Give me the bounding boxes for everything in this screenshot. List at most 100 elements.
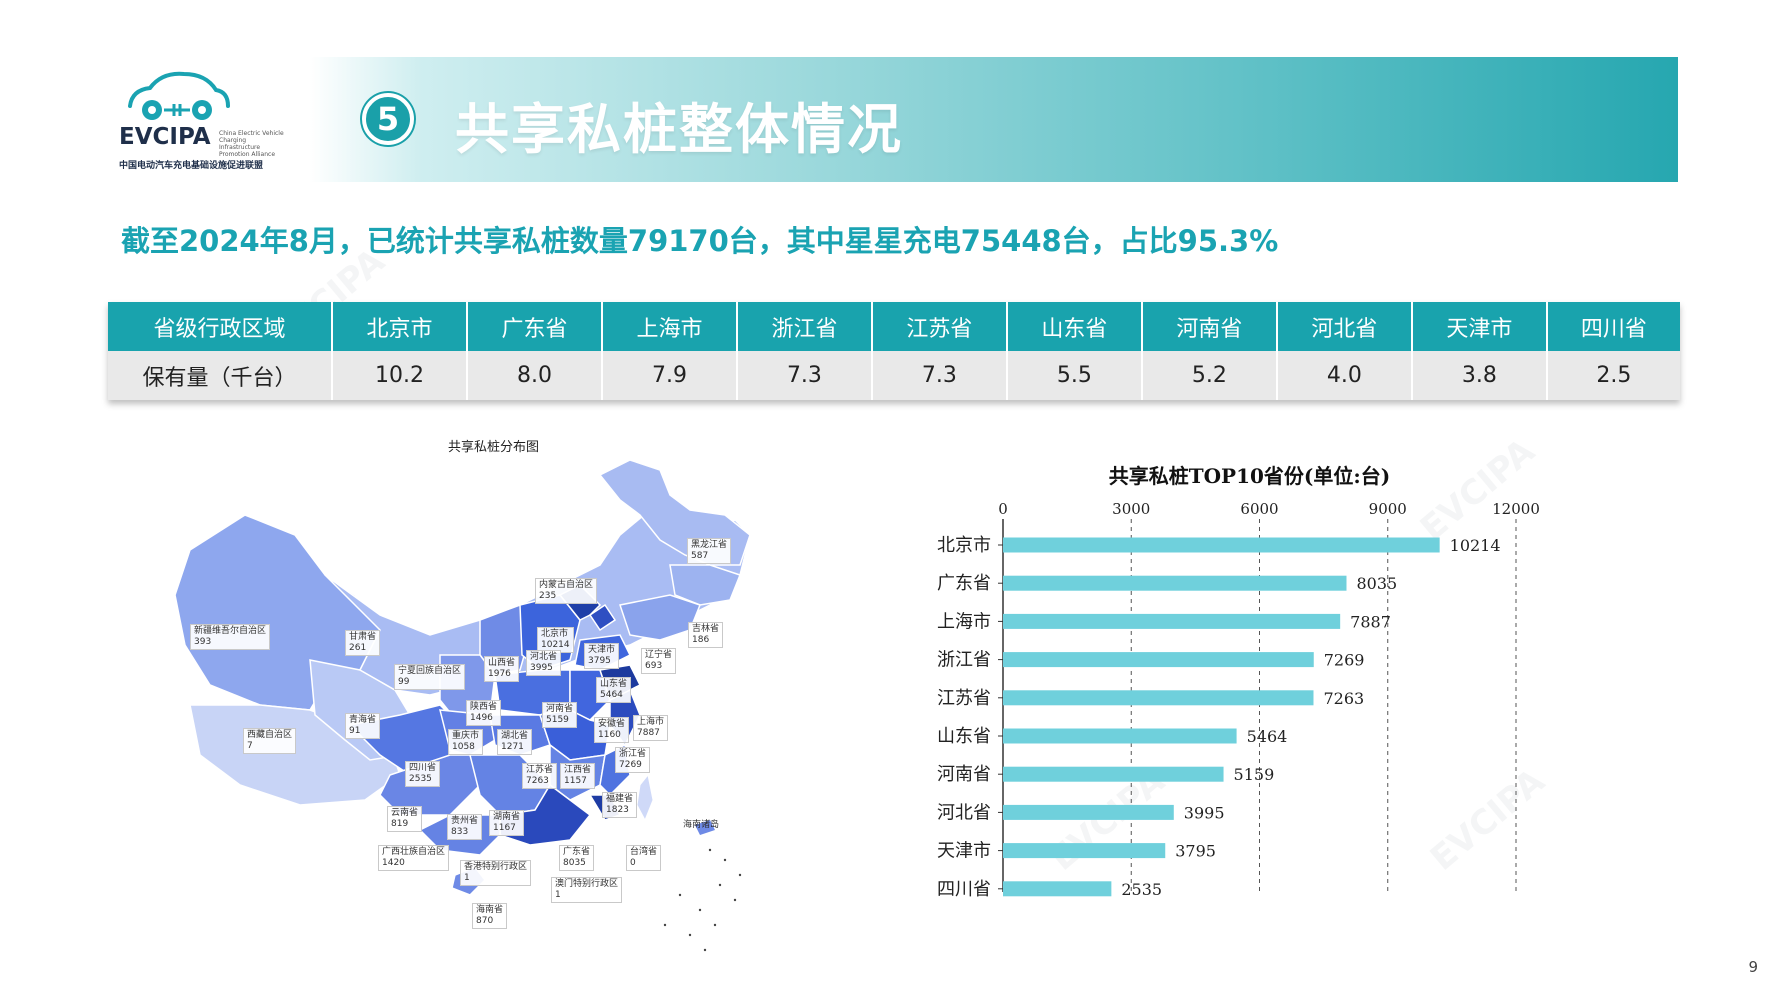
logo-subtitle: China Electric Vehicle Charging Infrastr… — [219, 130, 284, 158]
row-label-quantity: 保有量（千台） — [108, 351, 333, 400]
top10-bar-chart: 共享私桩TOP10省份(单位:台) 0 3000 6000 9000 12000 北京市 10… — [920, 464, 1570, 925]
table-cell-province: 广东省 — [466, 302, 603, 351]
table-cell-value: 8.0 — [466, 351, 603, 400]
category-label: 江苏省 — [937, 688, 991, 709]
category-label: 山东省 — [937, 726, 991, 747]
table-header-row: 省级行政区域 北京市 广东省 上海市 浙江省 江苏省 山东省 河南省 河北省 天… — [108, 302, 1680, 351]
map-label: 广东省 8035 — [559, 845, 595, 871]
map-label: 宁夏回族自治区 99 — [394, 664, 466, 690]
map-label: 吉林省 186 — [688, 622, 724, 648]
table-value-row: 保有量（千台） 10.2 8.0 7.9 7.3 7.3 5.5 5.2 4.0… — [108, 351, 1680, 400]
table-cell-province: 浙江省 — [736, 302, 873, 351]
map-label: 湖南省 1167 — [489, 810, 525, 836]
bar — [1003, 843, 1166, 859]
map-label: 上海市 7887 — [633, 715, 669, 741]
headline-summary: 截至2024年8月，已统计共享私桩数量79170台，其中星星充电75448台，占… — [121, 224, 1279, 258]
map-label: 安徽省 1160 — [594, 717, 630, 743]
map-label: 陕西省 1496 — [466, 700, 502, 726]
map-label: 海南诸岛 — [683, 820, 720, 830]
table-cell-value: 2.5 — [1546, 351, 1680, 400]
table-cell-province: 江苏省 — [871, 302, 1008, 351]
bar — [1003, 766, 1224, 782]
map-label: 黑龙江省 587 — [687, 538, 732, 564]
map-label: 香港特别行政区 1 — [460, 860, 532, 886]
map-label: 新疆维吾尔自治区 393 — [190, 624, 271, 650]
bar-chart-svg: 共享私桩TOP10省份(单位:台) 0 3000 6000 9000 12000 北京市 10… — [937, 464, 1540, 900]
category-label: 河南省 — [937, 764, 991, 785]
bar — [1003, 652, 1314, 668]
section-number-badge: 5 — [362, 93, 414, 145]
map-label: 湖北省 1271 — [497, 729, 533, 755]
row-label-region: 省级行政区域 — [108, 302, 333, 351]
map-label: 河南省 5159 — [542, 702, 578, 728]
bar — [1003, 575, 1347, 591]
page-number: 9 — [1748, 958, 1758, 976]
map-label: 四川省 2535 — [405, 761, 441, 787]
section-banner: 5 共享私桩整体情况 — [310, 57, 1678, 182]
table-cell-value: 10.2 — [332, 351, 468, 400]
map-label: 云南省 819 — [387, 806, 423, 832]
x-tick-label: 9000 — [1369, 500, 1407, 518]
table-cell-province: 河北省 — [1276, 302, 1413, 351]
bar — [1003, 690, 1314, 706]
data-label: 5159 — [1234, 765, 1275, 784]
map-label: 天津市 3795 — [584, 643, 620, 669]
map-label: 青海省 91 — [345, 713, 381, 739]
map-label: 福建省 1823 — [602, 792, 638, 818]
map-label: 海南省 870 — [472, 903, 508, 929]
map-label: 西藏自治区 7 — [243, 728, 297, 754]
x-tick-label: 12000 — [1492, 500, 1540, 518]
table-cell-value: 5.2 — [1141, 351, 1278, 400]
evcipa-logo: EVCIPA China Electric Vehicle Charging I… — [116, 62, 296, 182]
table-cell-province: 上海市 — [601, 302, 738, 351]
bar — [1003, 537, 1440, 553]
map-label: 河北省 3995 — [526, 650, 562, 676]
data-label: 7263 — [1323, 689, 1364, 708]
map-label: 山西省 1976 — [484, 656, 520, 682]
table-cell-province: 四川省 — [1546, 302, 1680, 351]
map-label: 台湾省 0 — [626, 845, 662, 871]
map-label: 贵州省 833 — [447, 814, 483, 840]
category-label: 上海市 — [937, 611, 991, 632]
data-label: 8035 — [1356, 574, 1397, 593]
table-cell-value: 7.3 — [736, 351, 873, 400]
data-label: 2535 — [1121, 880, 1162, 899]
province-stats-table: 省级行政区域 北京市 广东省 上海市 浙江省 江苏省 山东省 河南省 河北省 天… — [108, 302, 1680, 400]
category-label: 北京市 — [937, 535, 991, 556]
data-label: 10214 — [1450, 536, 1501, 555]
category-label: 浙江省 — [937, 650, 991, 671]
data-label: 7269 — [1324, 651, 1365, 670]
map-label: 浙江省 7269 — [615, 747, 651, 773]
map-label: 江苏省 7263 — [522, 763, 558, 789]
category-label: 天津市 — [937, 841, 991, 862]
data-label: 7887 — [1350, 612, 1391, 631]
map-label: 辽宁省 693 — [641, 648, 677, 674]
table-cell-value: 5.5 — [1006, 351, 1143, 400]
category-label: 河北省 — [937, 802, 991, 823]
bar — [1003, 804, 1174, 820]
map-label: 江西省 1157 — [560, 763, 596, 789]
table-cell-province: 天津市 — [1411, 302, 1548, 351]
data-label: 5464 — [1247, 727, 1288, 746]
table-cell-value: 3.8 — [1411, 351, 1548, 400]
category-label: 广东省 — [937, 573, 991, 594]
x-tick-label: 3000 — [1112, 500, 1150, 518]
section-title: 共享私桩整体情况 — [455, 98, 903, 161]
data-label: 3795 — [1175, 842, 1216, 861]
china-distribution-map: 黑龙江省 587 内蒙古自治区 235 吉林省 186 新疆维吾尔自治区 393 甘肃省… — [150, 455, 800, 975]
chart-title: 共享私桩TOP10省份(单位:台) — [1109, 464, 1390, 488]
logo-wordmark: EVCIPA — [119, 124, 211, 150]
table-cell-province: 北京市 — [332, 302, 468, 351]
map-title: 共享私桩分布图 — [448, 440, 540, 455]
x-tick-label: 0 — [998, 500, 1008, 518]
map-label: 澳门特别行政区 1 — [551, 877, 623, 903]
table-cell-province: 河南省 — [1141, 302, 1278, 351]
map-label: 广西壮族自治区 1420 — [378, 845, 450, 871]
x-tick-label: 6000 — [1240, 500, 1278, 518]
car-plug-icon — [128, 71, 230, 120]
bar — [1003, 613, 1341, 629]
map-label: 山东省 5464 — [596, 677, 632, 703]
table-cell-value: 4.0 — [1276, 351, 1413, 400]
table-cell-value: 7.9 — [601, 351, 738, 400]
map-label: 重庆市 1058 — [448, 729, 484, 755]
